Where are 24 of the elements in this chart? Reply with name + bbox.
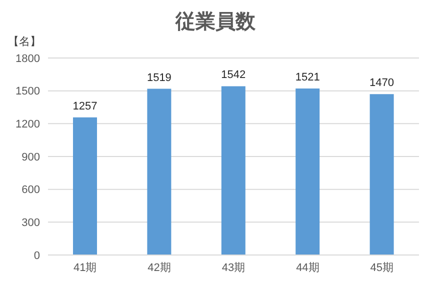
y-tick-label: 600	[22, 184, 40, 196]
y-tick-label: 1500	[16, 86, 40, 98]
y-tick-label: 0	[34, 250, 40, 262]
bar	[296, 88, 320, 255]
x-tick-label: 44期	[296, 262, 320, 274]
data-label: 1542	[221, 69, 246, 82]
x-tick-label: 45期	[370, 262, 394, 274]
data-label: 1257	[72, 100, 98, 112]
y-axis-title: 【名】	[8, 34, 41, 49]
bar	[370, 94, 394, 255]
x-tick-label: 41期	[73, 262, 97, 274]
y-tick-label: 1800	[16, 52, 40, 65]
bar	[221, 86, 246, 255]
y-tick-label: 300	[22, 217, 40, 230]
chart-title: 従業員数	[174, 10, 256, 35]
data-label: 1519	[146, 72, 172, 84]
bar	[73, 117, 97, 255]
y-tick-label: 900	[22, 151, 40, 164]
x-tick-label: 43期	[222, 262, 246, 274]
y-tick-label: 1200	[16, 118, 40, 131]
x-tick-label: 42期	[148, 262, 171, 274]
bar	[147, 88, 172, 255]
data-label: 1521	[295, 72, 320, 84]
data-label: 1470	[370, 77, 394, 90]
